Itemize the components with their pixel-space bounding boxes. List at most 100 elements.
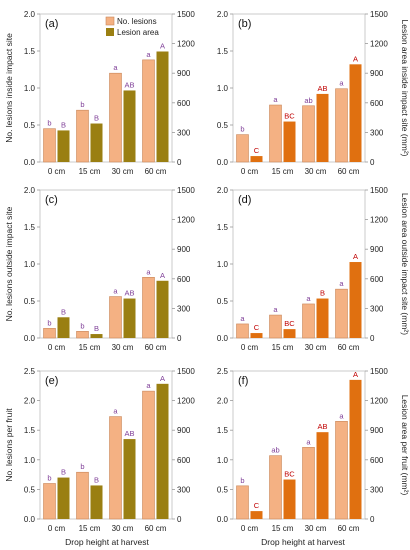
sig-letter-lesions: a bbox=[306, 437, 311, 446]
y2-tick-label: 1500 bbox=[177, 367, 195, 376]
panel-e: 0.0 0.5 1.0 1.5 2.0 2.5 0 300 600 900 1200 1500 No. … bbox=[4, 367, 195, 533]
panel-label: (c) bbox=[45, 194, 58, 206]
sig-letter-area: C bbox=[254, 146, 260, 155]
sig-letter-lesions: a bbox=[113, 407, 118, 416]
sig-letter-area: AB bbox=[124, 429, 134, 438]
panel-label: (f) bbox=[238, 375, 248, 387]
panel-c: 0.0 0.5 1.0 1.5 2.0 0 300 600 900 1200 1500 No. les… bbox=[4, 186, 195, 352]
x-tick-label: 30 cm bbox=[305, 524, 327, 533]
sig-letter-lesions: a bbox=[113, 63, 118, 72]
bar-no-lesions-15cm bbox=[269, 455, 282, 520]
y2-tick-label: 1200 bbox=[370, 397, 388, 406]
x-tick-label: 60 cm bbox=[338, 167, 360, 176]
legend-label-area: Lesion area bbox=[117, 28, 159, 37]
x-tick-label: 15 cm bbox=[272, 167, 294, 176]
bar-no-lesions-60cm bbox=[335, 421, 348, 520]
x-tick-label: 0 cm bbox=[48, 524, 66, 533]
y-tick-label: 0.5 bbox=[217, 297, 229, 306]
bar-no-lesions-15cm bbox=[269, 104, 282, 163]
y2-tick-label: 900 bbox=[177, 426, 191, 435]
bar-lesion-area-60cm bbox=[349, 262, 362, 338]
panel-label: (e) bbox=[45, 375, 58, 387]
y2-tick-label: 600 bbox=[177, 275, 191, 284]
x-tick-label: 30 cm bbox=[112, 524, 134, 533]
bar-no-lesions-30cm bbox=[302, 447, 315, 520]
y-tick-label: 2.0 bbox=[217, 10, 229, 19]
sig-letter-lesions: a bbox=[146, 267, 151, 276]
bar-no-lesions-60cm bbox=[335, 288, 348, 339]
sig-letter-lesions: b bbox=[80, 321, 84, 330]
y-tick-label: 0.0 bbox=[24, 515, 36, 524]
sig-letter-lesions: a bbox=[339, 279, 344, 288]
x-tick-label: 30 cm bbox=[305, 343, 327, 352]
sig-letter-lesions: a bbox=[273, 305, 278, 314]
y-tick-label: 0.5 bbox=[217, 121, 229, 130]
bar-no-lesions-0cm bbox=[236, 134, 249, 163]
sig-letter-area: C bbox=[254, 323, 260, 332]
y-tick-label: 2.0 bbox=[217, 186, 229, 195]
x-axis-label-right: Drop height at harvest bbox=[261, 537, 345, 547]
x-tick-label: 15 cm bbox=[272, 524, 294, 533]
sig-letter-area: B bbox=[320, 289, 325, 298]
y-tick-label: 0.5 bbox=[24, 121, 36, 130]
bar-no-lesions-30cm bbox=[109, 416, 122, 520]
bar-lesion-area-60cm bbox=[156, 51, 169, 162]
y2-tick-label: 0 bbox=[370, 334, 375, 343]
y-tick-label: 2.0 bbox=[24, 186, 36, 195]
y-tick-label: 0.5 bbox=[24, 485, 36, 494]
bar-no-lesions-15cm bbox=[76, 471, 89, 520]
bar-lesion-area-0cm bbox=[250, 511, 263, 519]
x-tick-label: 60 cm bbox=[338, 524, 360, 533]
y2-tick-label: 300 bbox=[177, 485, 191, 494]
y-tick-label: 1.0 bbox=[217, 260, 229, 269]
y2-tick-label: 300 bbox=[370, 128, 384, 137]
bar-lesion-area-60cm bbox=[156, 383, 169, 519]
y2-tick-label: 600 bbox=[370, 99, 384, 108]
y-tick-label: 1.0 bbox=[217, 456, 229, 465]
x-tick-label: 30 cm bbox=[112, 167, 134, 176]
x-tick-label: 60 cm bbox=[145, 167, 167, 176]
bar-no-lesions-60cm bbox=[142, 277, 155, 339]
y2-tick-label: 0 bbox=[177, 515, 182, 524]
bar-no-lesions-15cm bbox=[76, 331, 89, 339]
bar-no-lesions-60cm bbox=[335, 88, 348, 163]
bar-lesion-area-30cm bbox=[123, 298, 136, 338]
x-tick-label: 30 cm bbox=[305, 167, 327, 176]
y2-tick-label: 1200 bbox=[370, 40, 388, 49]
x-tick-label: 60 cm bbox=[145, 343, 167, 352]
y2-tick-label: 0 bbox=[370, 515, 375, 524]
y-tick-label: 0.0 bbox=[24, 334, 36, 343]
x-tick-label: 0 cm bbox=[241, 343, 259, 352]
y2-tick-label: 1200 bbox=[177, 397, 195, 406]
y-tick-label: 1.0 bbox=[24, 84, 36, 93]
bar-no-lesions-30cm bbox=[302, 105, 315, 163]
sig-letter-area: AB bbox=[124, 80, 134, 89]
panel-b: 0.0 0.5 1.0 1.5 2.0 0 300 600 900 1200 1500 Lesion … bbox=[217, 10, 410, 176]
bar-no-lesions-0cm bbox=[236, 485, 249, 520]
sig-letter-lesions: a bbox=[339, 79, 344, 88]
sig-letter-lesions: b bbox=[80, 462, 84, 471]
bar-lesion-area-30cm bbox=[316, 298, 329, 338]
sig-letter-area: A bbox=[160, 271, 165, 280]
y-tick-label: 1.5 bbox=[217, 426, 229, 435]
y2-tick-label: 300 bbox=[370, 485, 384, 494]
y-tick-label: 0.0 bbox=[217, 158, 229, 167]
bar-lesion-area-15cm bbox=[283, 329, 296, 338]
x-tick-label: 0 cm bbox=[241, 167, 259, 176]
bar-no-lesions-30cm bbox=[302, 303, 315, 339]
sig-letter-lesions: ab bbox=[304, 96, 312, 105]
y2-tick-label: 1500 bbox=[177, 10, 195, 19]
sig-letter-lesions: b bbox=[47, 473, 51, 482]
sig-letter-lesions: a bbox=[240, 314, 245, 323]
x-tick-label: 0 cm bbox=[48, 167, 66, 176]
y2-tick-label: 900 bbox=[177, 245, 191, 254]
bar-lesion-area-15cm bbox=[90, 485, 103, 519]
y2-tick-label: 900 bbox=[370, 245, 384, 254]
y2-tick-label: 1500 bbox=[370, 186, 388, 195]
sig-letter-area: B bbox=[94, 114, 99, 123]
bar-lesion-area-0cm bbox=[57, 130, 70, 162]
y-tick-label: 1.0 bbox=[24, 260, 36, 269]
y-tick-label: 2.5 bbox=[24, 367, 36, 376]
sig-letter-area: A bbox=[353, 54, 358, 63]
